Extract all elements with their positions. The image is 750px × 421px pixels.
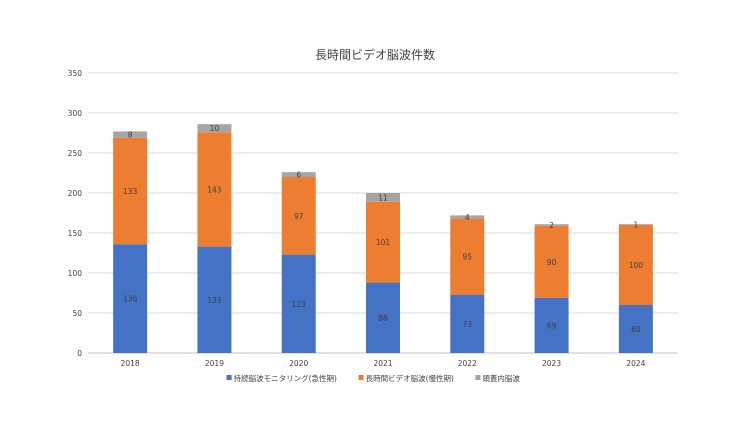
legend: 持続脳波モニタリング(急性期) 長時間ビデオ脳波(慢性期) 頭蓋内脳波 — [226, 373, 520, 383]
bar-segment — [113, 137, 148, 245]
data-label: 8 — [128, 131, 133, 140]
chart-title: 長時間ビデオ脳波件数 — [315, 47, 435, 62]
data-label: 123 — [292, 300, 307, 309]
data-label: 136 — [123, 295, 138, 304]
x-axis-ticks: 2018 2019 2020 2021 2022 2023 2024 — [121, 359, 646, 368]
y-tick-label: 100 — [68, 269, 83, 278]
bars: 136 133 8 133 143 10 123 97 6 88 101 11 73 95 4 69 90 2 60… — [113, 124, 653, 353]
bar-segment — [197, 124, 232, 133]
x-tick-label: 2024 — [626, 359, 645, 368]
legend-label: 頭蓋内脳波 — [482, 373, 520, 383]
legend-swatch — [358, 375, 364, 380]
bar-segment — [281, 172, 316, 177]
y-tick-label: 250 — [68, 149, 83, 158]
bar-segment — [534, 224, 569, 226]
bar-segment — [366, 201, 400, 283]
bar-segment — [366, 193, 400, 202]
x-tick-label: 2018 — [121, 359, 140, 368]
data-label: 97 — [294, 212, 304, 221]
y-tick-label: 350 — [68, 69, 83, 78]
data-label: 133 — [123, 187, 138, 196]
bar-segment — [618, 224, 653, 225]
data-label: 11 — [378, 193, 388, 202]
bar-segment — [618, 225, 653, 305]
x-tick-label: 2020 — [289, 359, 308, 368]
data-label: 2 — [549, 221, 554, 230]
bar-segment — [450, 215, 485, 219]
data-label: 100 — [629, 261, 644, 270]
bar-segment — [534, 297, 569, 353]
y-tick-label: 50 — [72, 309, 82, 318]
x-tick-label: 2021 — [373, 359, 392, 368]
legend-label: 長時間ビデオ脳波(慢性期) — [366, 373, 454, 383]
bar-segment — [197, 132, 232, 247]
x-tick-label: 2019 — [205, 359, 224, 368]
data-label: 1 — [633, 221, 638, 230]
data-label: 143 — [207, 185, 222, 194]
data-label: 95 — [463, 253, 473, 262]
data-label: 133 — [207, 296, 222, 305]
y-tick-label: 200 — [68, 189, 83, 198]
bar-segment — [113, 244, 148, 353]
bar-segment — [618, 305, 653, 353]
bar-segment — [281, 254, 316, 353]
data-label: 6 — [296, 171, 301, 180]
bar-segment — [450, 218, 485, 295]
y-tick-label: 0 — [77, 349, 82, 358]
x-tick-label: 2023 — [542, 359, 561, 368]
legend-swatch — [226, 375, 232, 380]
bar-segment — [366, 282, 400, 353]
bar-segment — [197, 246, 232, 353]
x-tick-label: 2022 — [458, 359, 477, 368]
bar-segment — [113, 131, 148, 138]
bar-segment — [281, 177, 316, 255]
data-label: 10 — [210, 124, 220, 133]
legend-label: 持続脳波モニタリング(急性期) — [234, 373, 337, 383]
data-label: 90 — [547, 258, 557, 267]
bar-segment — [450, 294, 485, 353]
data-label: 4 — [465, 213, 470, 222]
y-tick-label: 150 — [68, 229, 83, 238]
data-label: 73 — [463, 320, 473, 329]
data-label: 60 — [631, 325, 641, 334]
data-label: 101 — [376, 238, 391, 247]
bar-segment — [534, 225, 569, 298]
data-label: 69 — [547, 321, 557, 330]
data-label: 88 — [378, 314, 388, 323]
y-axis-ticks: 0 50 100 150 200 250 300 350 — [68, 69, 83, 358]
y-tick-label: 300 — [68, 109, 83, 118]
legend-swatch — [475, 375, 481, 380]
